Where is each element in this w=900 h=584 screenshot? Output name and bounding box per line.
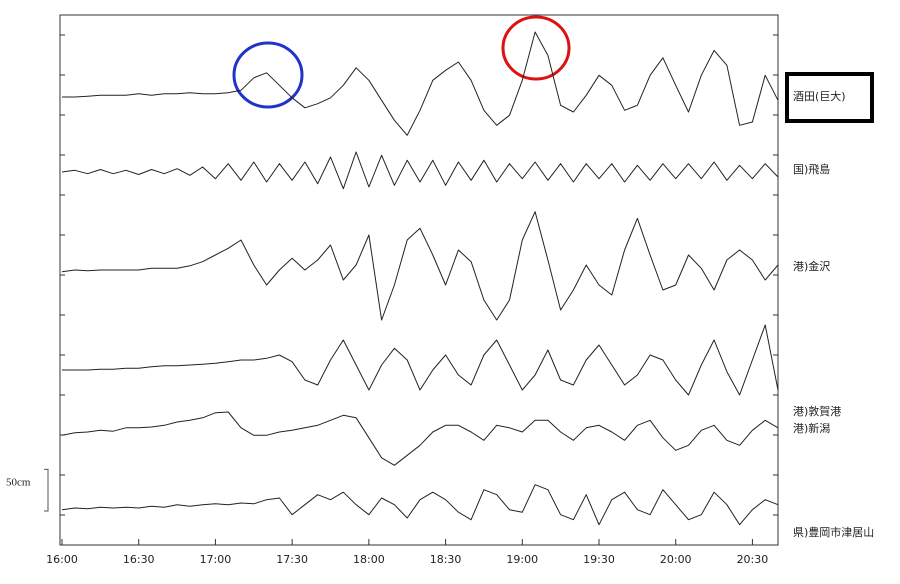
highlight-circle: [501, 15, 571, 81]
trace-line: [62, 324, 779, 396]
scale-bar: [44, 468, 49, 512]
series-label: 港)敦賀港: [793, 404, 841, 418]
highlight-box: [785, 72, 874, 123]
x-tick-label: 17:30: [276, 553, 308, 566]
x-tick-label: 18:00: [353, 553, 385, 566]
series-label: 国)飛島: [793, 162, 830, 176]
trace-line: [61, 484, 779, 526]
x-tick-label: 18:30: [430, 553, 462, 566]
x-tick-label: 16:30: [123, 553, 155, 566]
x-tick-label: 16:00: [46, 553, 78, 566]
series-label: 県)豊岡市津居山: [793, 525, 874, 539]
x-tick-label: 19:00: [506, 553, 538, 566]
x-tick-label: 19:30: [583, 553, 615, 566]
series-label: 酒田(巨大): [793, 89, 846, 103]
x-tick-label: 17:00: [200, 553, 232, 566]
trace-line: [61, 211, 779, 321]
highlight-circle: [232, 41, 304, 109]
x-tick-label: 20:00: [660, 553, 692, 566]
series-label: 港)金沢: [793, 259, 830, 273]
x-tick-label: 20:30: [737, 553, 769, 566]
plot-frame: [59, 14, 779, 546]
trace-line: [61, 151, 779, 190]
series-label: 港)新潟: [793, 421, 830, 435]
trace-line: [62, 31, 779, 136]
trace-line: [61, 411, 779, 466]
scale-label: 50cm: [6, 477, 31, 489]
